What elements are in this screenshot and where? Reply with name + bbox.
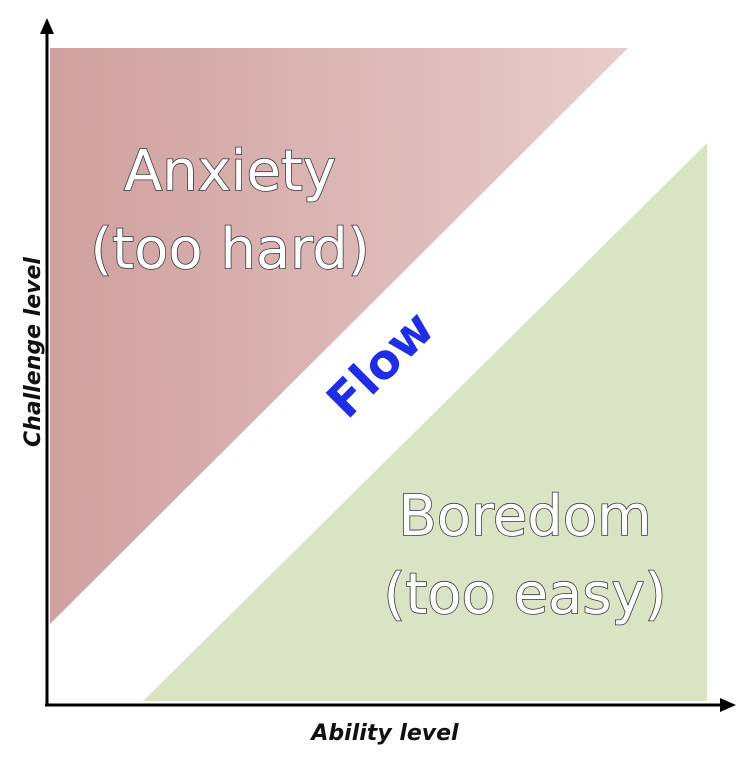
boredom-region [143,143,707,701]
x-axis-arrow [720,698,736,712]
boredom-label-line2: (too easy) [383,562,666,627]
anxiety-label-line1: Anxiety [124,139,336,204]
anxiety-label-line2: (too hard) [90,217,369,282]
x-axis-label: Ability level [309,721,459,746]
anxiety-region [50,48,628,624]
y-axis-label: Challenge level [21,257,46,447]
boredom-label-line1: Boredom [398,484,651,549]
y-axis-arrow [40,18,54,34]
